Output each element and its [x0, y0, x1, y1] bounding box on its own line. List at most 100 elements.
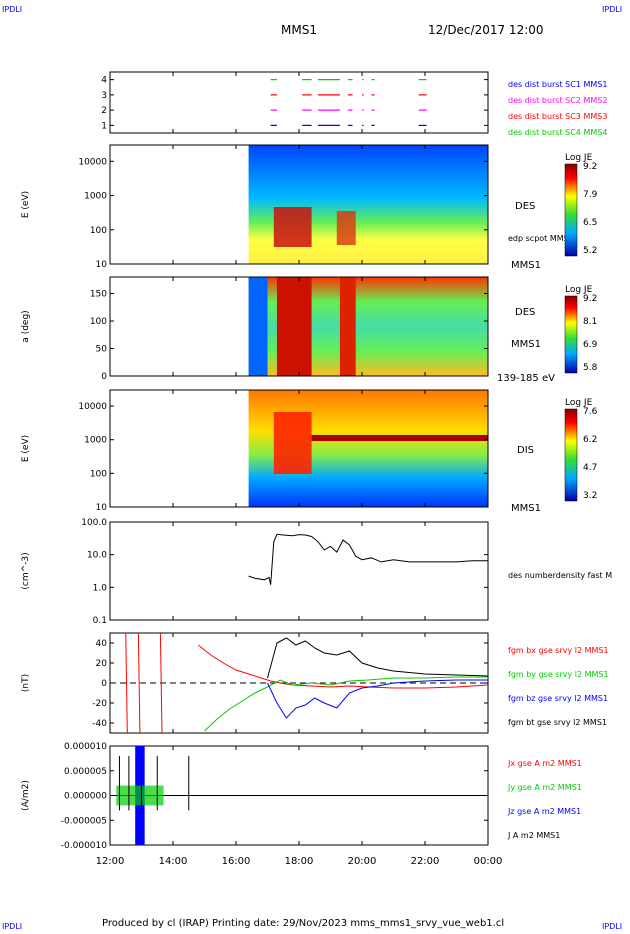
series-label: fgm bt gse srvy l2 MMS1 — [508, 718, 607, 727]
series-label: fgm bz gse srvy l2 MMS1 — [508, 694, 608, 703]
y-tick-label: 100 — [90, 469, 107, 479]
burst-panel — [109, 71, 489, 134]
time-tick-label: 22:00 — [411, 856, 440, 867]
colorbar-title: Log JE — [565, 285, 593, 295]
y-tick-label: 0.000000 — [64, 792, 107, 802]
y-tick-label: -0.000010 — [61, 841, 107, 851]
time-tick-label: 20:00 — [348, 856, 377, 867]
y-axis-label: a (deg) — [21, 310, 31, 342]
series-label: des numberdensity fast M — [508, 571, 612, 580]
y-axis-label: (nT) — [21, 674, 31, 692]
corner-logo-bl: IPDLI — [2, 922, 23, 931]
corner-logo-tl: IPDLI — [2, 5, 23, 14]
y-tick-label: -20 — [92, 699, 107, 709]
y-tick-label: 10.0 — [87, 551, 107, 561]
bx-spike — [125, 632, 128, 734]
panel-sublabel: MMS1 — [511, 339, 541, 350]
spectrogram-low-region — [248, 277, 268, 376]
colorbar-tick-label: 5.2 — [583, 246, 597, 256]
colorbar-title: Log JE — [565, 153, 593, 163]
y-tick-label: 4 — [101, 76, 107, 86]
y-tick-label: 0 — [101, 679, 107, 689]
current-burst — [116, 785, 164, 806]
y-axis-label: (cm^-3) — [21, 552, 31, 589]
legend-entry: des dist burst SC3 MMS3 — [508, 112, 607, 121]
panel-sublabel: MMS1 — [511, 260, 541, 271]
field-series — [267, 679, 488, 719]
y-tick-label: 100.0 — [81, 518, 107, 528]
legend-entry: des dist burst SC1 MMS1 — [508, 80, 607, 89]
y-tick-label: 3 — [101, 91, 107, 101]
spectrogram-band — [311, 435, 488, 441]
colorbar-title: Log JE — [565, 398, 593, 408]
spacecraft-title: MMS1 — [281, 23, 317, 37]
series-label: Jx gse A m2 MMS1 — [507, 759, 582, 768]
field-series — [267, 637, 489, 679]
y-tick-label: 10 — [96, 503, 108, 513]
colorbar-tick-label: 6.5 — [583, 218, 597, 228]
legend-entry: des dist burst SC4 MMS4 — [508, 128, 607, 137]
panel-sublabel: 139-185 eV — [497, 373, 555, 384]
y-axis-label: E (eV) — [21, 191, 31, 218]
colorbar — [564, 163, 578, 257]
colorbar-tick-label: 7.6 — [583, 407, 598, 417]
legend-entry: des dist burst SC2 MMS2 — [508, 96, 607, 105]
series-label: fgm bx gse srvy l2 MMS1 — [508, 646, 609, 655]
time-tick-label: 14:00 — [159, 856, 188, 867]
y-tick-label: 10000 — [78, 402, 107, 412]
panel-instrument-label: DES — [515, 201, 535, 212]
colorbar-tick-label: 3.2 — [583, 491, 597, 501]
density-series — [248, 533, 488, 585]
footer-credit: Produced by cl (IRAP) Printing date: 29/… — [102, 918, 505, 929]
y-tick-label: 40 — [96, 639, 108, 649]
colorbar — [564, 295, 578, 374]
y-tick-label: 20 — [96, 659, 108, 669]
density-panel — [109, 521, 489, 621]
spectrogram-hot-region — [339, 277, 356, 376]
time-tick-label: 18:00 — [285, 856, 314, 867]
colorbar-tick-label: 4.7 — [583, 463, 597, 473]
y-axis-label: (A/m2) — [21, 780, 31, 811]
y-tick-label: 0.000005 — [64, 767, 107, 777]
corner-logo-tr: IPDLI — [602, 5, 623, 14]
time-tick-label: 12:00 — [96, 856, 125, 867]
y-tick-label: 100 — [90, 317, 107, 327]
y-tick-label: 100 — [90, 226, 107, 236]
y-tick-label: 150 — [90, 290, 107, 300]
series-label: Jz gse A m2 MMS1 — [507, 807, 581, 816]
series-label: fgm by gse srvy l2 MMS1 — [508, 670, 609, 679]
y-tick-label: 0.1 — [93, 616, 107, 626]
y-tick-label: 1000 — [84, 436, 107, 446]
y-tick-label: 1000 — [84, 192, 107, 202]
colorbar-tick-label: 9.2 — [583, 162, 597, 172]
colorbar-tick-label: 5.8 — [583, 363, 598, 373]
panel-instrument-label: DIS — [517, 445, 534, 456]
y-tick-label: 0.000010 — [64, 742, 107, 752]
colorbar-tick-label: 6.2 — [583, 435, 597, 445]
y-tick-label: 0 — [101, 372, 107, 382]
spectrogram-hot-region — [273, 207, 312, 247]
time-tick-label: 16:00 — [222, 856, 251, 867]
colorbar — [564, 408, 578, 502]
y-tick-label: 2 — [101, 106, 107, 116]
y-tick-label: 1.0 — [93, 583, 108, 593]
field-series — [204, 676, 488, 732]
panel-instrument-label: DES — [515, 307, 535, 318]
y-tick-label: 50 — [96, 345, 108, 355]
y-axis-label: E (eV) — [21, 435, 31, 462]
spectrogram-hot-region — [336, 211, 356, 245]
time-tick-label: 00:00 — [474, 856, 503, 867]
panel-sublabel: edp scpot MMS1 — [508, 234, 574, 243]
y-tick-label: -0.000005 — [61, 816, 107, 826]
y-tick-label: 10000 — [78, 157, 107, 167]
colorbar-tick-label: 9.2 — [583, 294, 597, 304]
y-tick-label: 1 — [101, 121, 107, 131]
colorbar-tick-label: 6.9 — [583, 340, 598, 350]
colorbar-tick-label: 8.1 — [583, 317, 597, 327]
field-series — [197, 644, 489, 689]
bx-spike — [159, 632, 163, 734]
series-label: Jy gse A m2 MMS1 — [507, 783, 582, 792]
y-tick-label: 10 — [96, 260, 108, 270]
colorbar-tick-label: 7.9 — [583, 190, 598, 200]
panel-sublabel: MMS1 — [511, 503, 541, 514]
